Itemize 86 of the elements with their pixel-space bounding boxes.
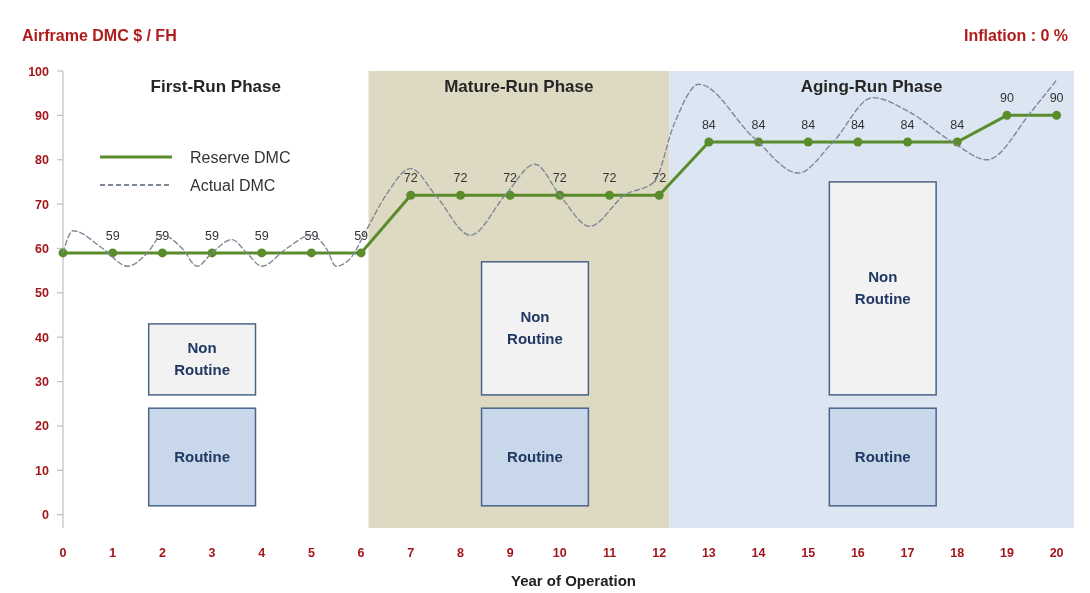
x-tick-label: 20 [1049, 546, 1064, 560]
point [356, 248, 366, 258]
x-tick-label: 8 [456, 546, 464, 560]
point [853, 137, 863, 147]
y-tick-label: 60 [35, 241, 50, 256]
x-tick-label: 2 [158, 546, 166, 560]
data-label: 84 [850, 117, 865, 132]
point [455, 190, 465, 200]
text: Routine [507, 448, 563, 466]
bar [480, 407, 590, 507]
point [406, 190, 416, 200]
x-tick-label: 13 [701, 546, 716, 560]
x-tick-label: 16 [850, 546, 865, 560]
bar [480, 261, 590, 396]
y-tick-label: 70 [35, 197, 50, 212]
data-label: 72 [503, 171, 518, 186]
point [257, 248, 267, 258]
x-tick-label: 4 [258, 546, 266, 560]
x-tick-label: 11 [602, 546, 617, 560]
x-tick-label: 6 [357, 546, 365, 560]
point [704, 137, 714, 147]
data-label: 84 [900, 117, 915, 132]
point [157, 248, 167, 258]
y-tick-label: 10 [35, 463, 50, 478]
chart-title: Airframe DMC $ / FH [22, 27, 177, 44]
x-tick-label: 12 [652, 546, 667, 560]
text: Non Routine [854, 268, 911, 308]
y-tick-label: 90 [35, 108, 50, 123]
point [1002, 110, 1012, 120]
x-tick-label: 9 [506, 546, 514, 560]
series-label: Non Routine [174, 339, 231, 379]
data-label: 59 [105, 228, 120, 243]
point [803, 137, 813, 147]
data-label: 59 [155, 228, 170, 243]
point [654, 190, 664, 200]
x-tick-label: 14 [751, 546, 766, 560]
bar [828, 181, 937, 396]
series-label: Routine [174, 448, 231, 466]
x-tick-label: 19 [999, 546, 1014, 560]
x-tick-label: 1 [109, 546, 117, 560]
data-label: 59 [254, 228, 269, 243]
data-label: 72 [652, 171, 667, 186]
x-tick-label: 7 [407, 546, 415, 560]
data-label: 59 [205, 228, 220, 243]
data-label: 90 [999, 91, 1014, 106]
x-tick-label: 0 [59, 546, 67, 560]
x-tick-label: 15 [801, 546, 816, 560]
point [1052, 110, 1062, 120]
point [604, 190, 614, 200]
x-axis-title: Year of Operation [510, 572, 637, 589]
y-tick-label: 0 [42, 508, 50, 523]
y-tick-label: 100 [28, 64, 50, 79]
data-label: 72 [453, 171, 468, 186]
bar [147, 323, 257, 396]
point [903, 137, 913, 147]
band-label: Mature-Run Phase [444, 77, 594, 96]
x-tick-label: 17 [900, 546, 915, 560]
point [505, 190, 515, 200]
y-tick-label: 80 [35, 153, 50, 168]
y-tick-label: 40 [35, 330, 50, 345]
y-tick-label: 30 [35, 375, 50, 390]
legend-label: Reserve DMC [190, 149, 291, 166]
data-label: 59 [354, 228, 369, 243]
data-label: 72 [602, 171, 617, 186]
y-tick-label: 50 [35, 286, 50, 301]
data-label: 72 [403, 171, 418, 186]
data-label: 84 [751, 117, 766, 132]
data-label: 90 [1049, 91, 1064, 106]
text: Routine [854, 448, 911, 466]
bar [147, 407, 257, 507]
point [306, 248, 316, 258]
band-label: Aging-Run Phase [800, 77, 943, 96]
x-tick-label: 3 [208, 546, 216, 560]
chart-subtitle: Inflation : 0 % [964, 27, 1068, 44]
data-label: 84 [950, 117, 965, 132]
x-tick-label: 5 [307, 546, 315, 560]
annotation: First-Run Phase [150, 77, 281, 96]
bar [828, 407, 937, 507]
text: Non Routine [507, 308, 563, 348]
data-label: 84 [701, 117, 716, 132]
x-tick-label: 18 [950, 546, 965, 560]
data-label: 72 [552, 171, 567, 186]
x-tick-label: 10 [552, 546, 567, 560]
y-tick-label: 20 [35, 419, 50, 434]
legend-label: Actual DMC [190, 177, 276, 194]
data-label: 84 [801, 117, 816, 132]
